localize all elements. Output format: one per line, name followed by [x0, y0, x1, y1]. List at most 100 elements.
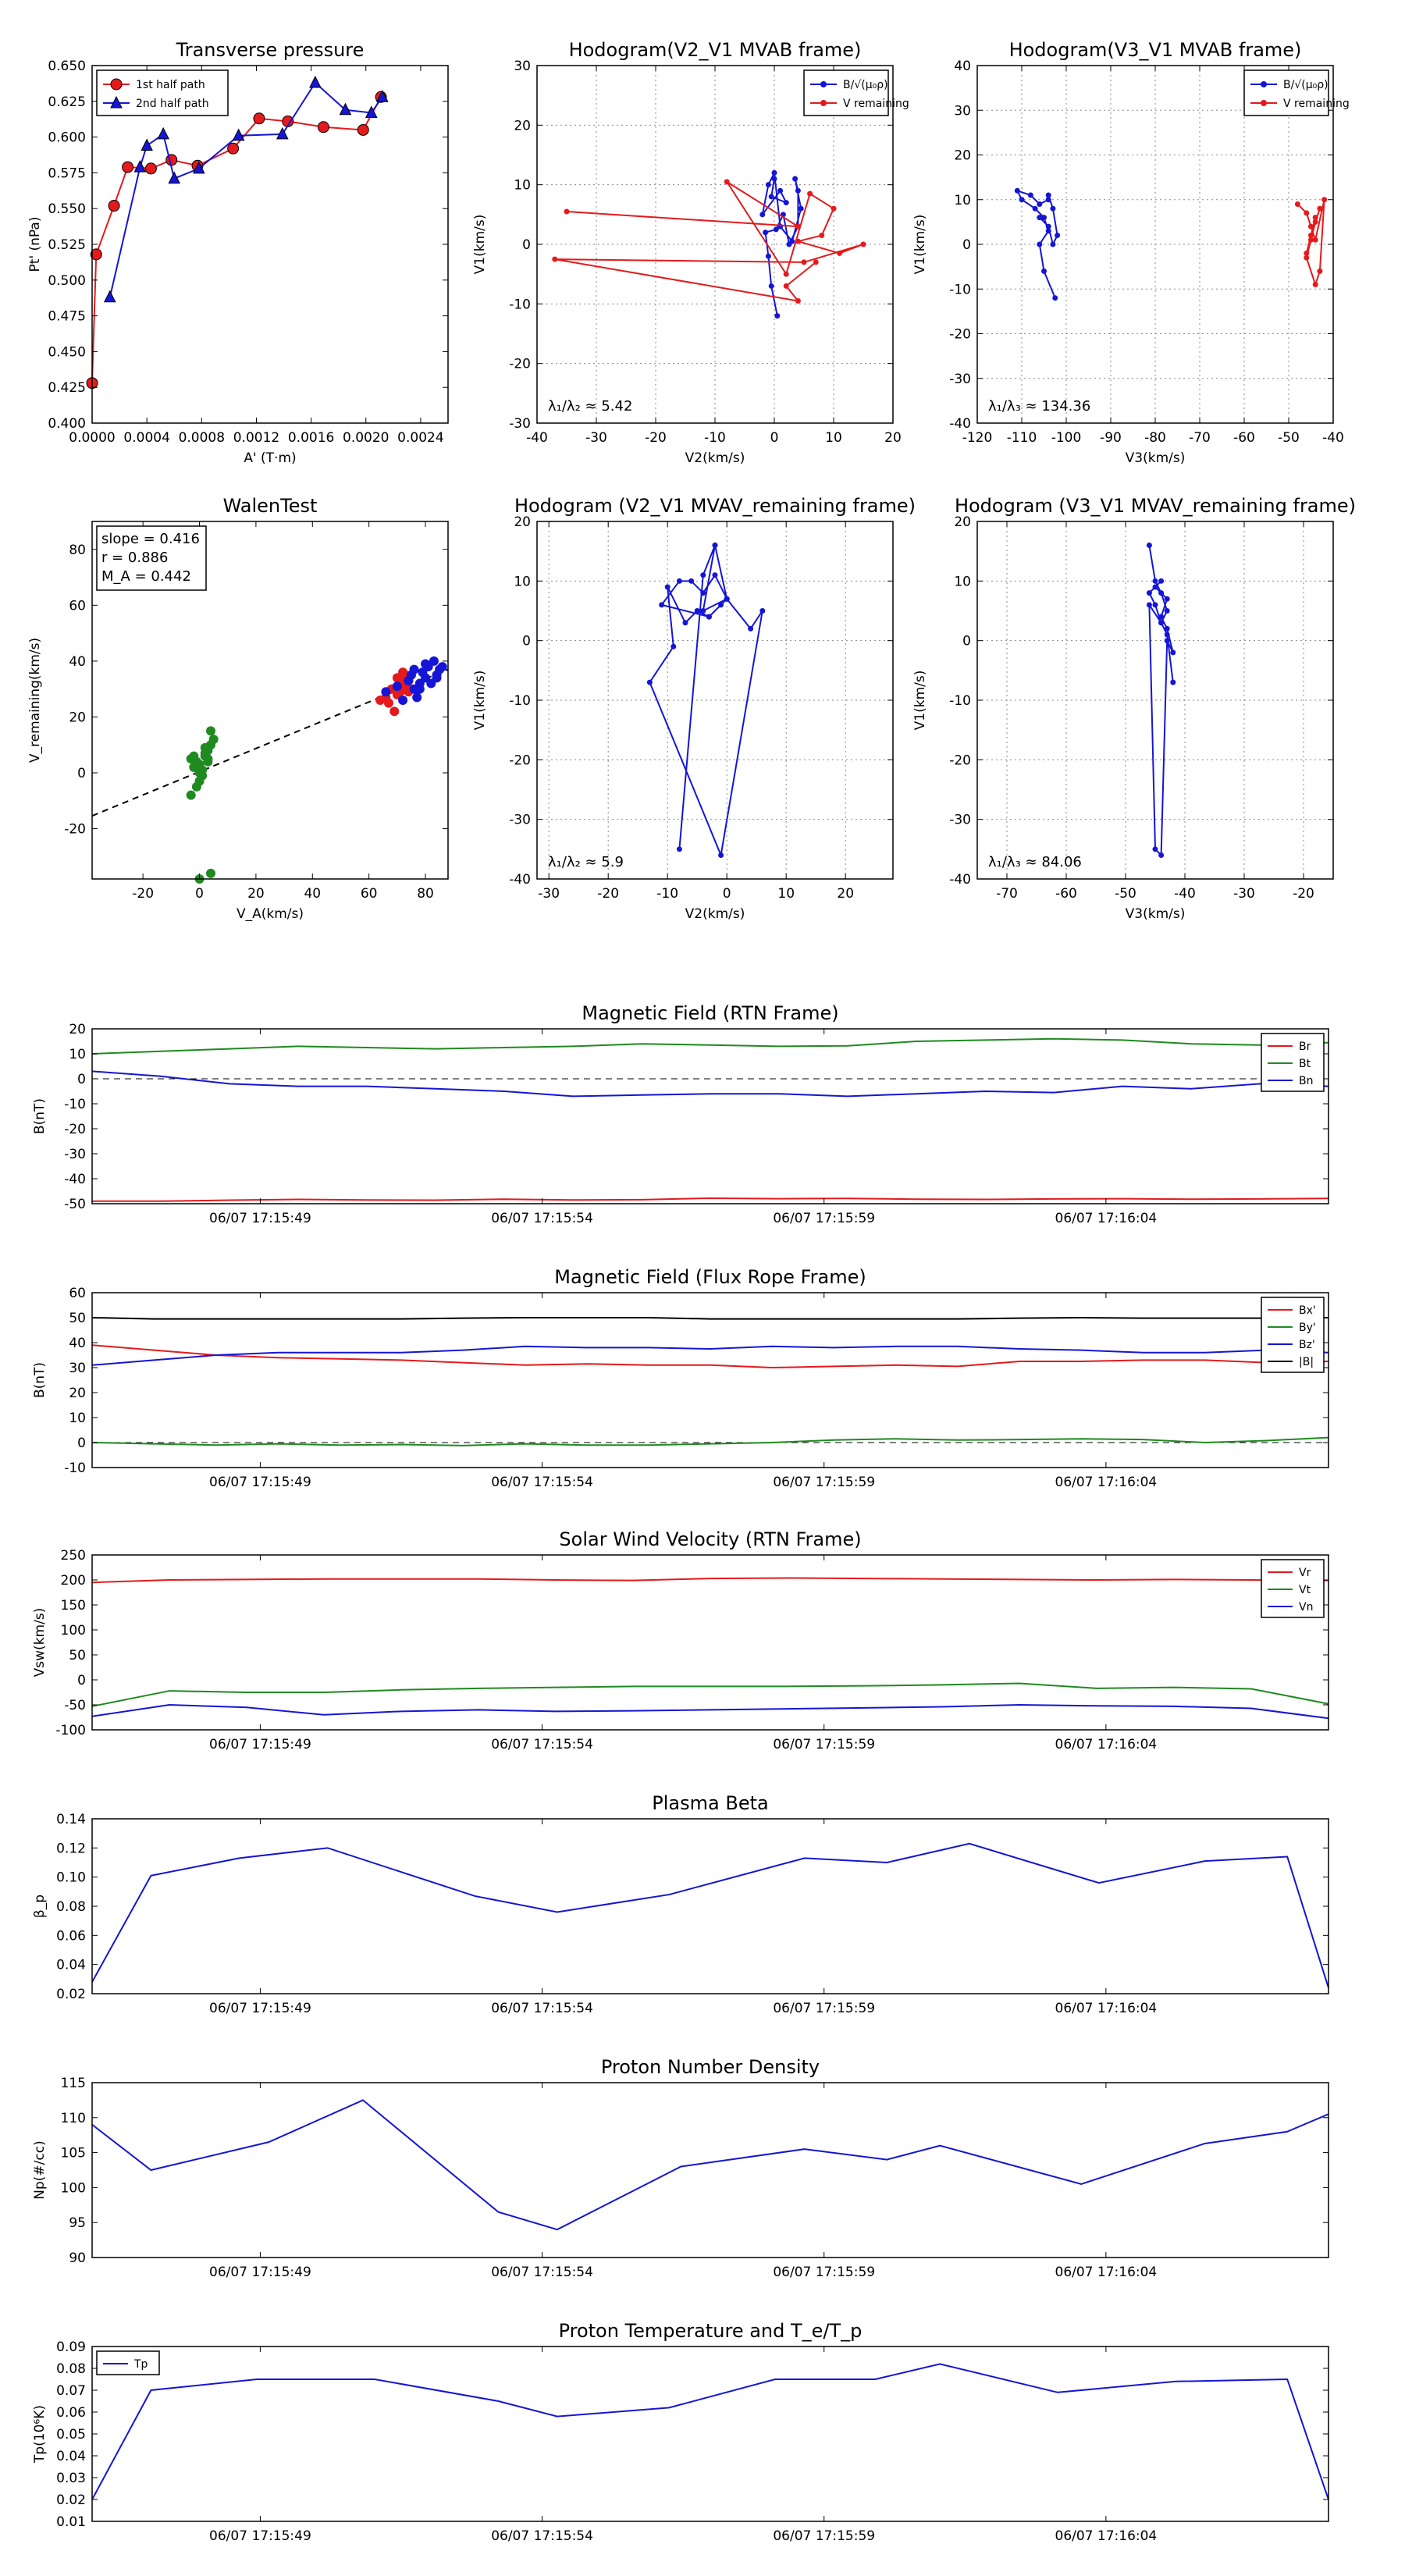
- np-xtick-label: 06/07 17:15:54: [491, 2265, 593, 2280]
- chart-np: 90 95 100 105 110 115 06/07 17:15:49 06/07 17:1…: [32, 2056, 1329, 2280]
- h3-ytick-label: 20: [514, 514, 531, 530]
- h2-legend-marker: [1261, 100, 1267, 106]
- beta-ytick-label: 0.02: [56, 1987, 86, 2002]
- h3-annotation: λ₁/λ₂ ≈ 5.9: [548, 854, 624, 870]
- tp-point: [140, 138, 153, 151]
- tp-point: [90, 248, 102, 261]
- b_fr-legend-label: Bz': [1299, 1339, 1315, 1351]
- h1-point: [860, 241, 866, 247]
- vsw-ytick-label: 50: [69, 1648, 86, 1663]
- h2-xlabel: V3(km/s): [1126, 450, 1186, 466]
- beta-title: Plasma Beta: [652, 1792, 768, 1814]
- walen-stat: M_A = 0.442: [101, 568, 191, 585]
- h1-point: [552, 256, 558, 262]
- b_fr-ytick-label: 40: [69, 1336, 86, 1351]
- beta-ytick-label: 0.06: [56, 1928, 86, 1944]
- h2-point: [1308, 233, 1314, 239]
- h4-ytick-label: -10: [949, 693, 971, 709]
- b_fr-ytick-label: 0: [77, 1436, 86, 1451]
- h4-point: [1164, 632, 1170, 638]
- h3-point: [646, 679, 653, 685]
- tp_temp-ytick-label: 0.08: [56, 2361, 86, 2377]
- walen-xlabel: V_A(km/s): [237, 906, 304, 922]
- tp-point: [144, 162, 157, 175]
- h2-point: [1019, 197, 1025, 203]
- beta-xtick-label: 06/07 17:15:54: [491, 2001, 593, 2016]
- tp-ytick-label: 0.525: [48, 237, 86, 253]
- h2-point: [1041, 215, 1047, 221]
- h2-point: [1312, 237, 1318, 243]
- b_rtn-ytick-label: -50: [64, 1197, 86, 1212]
- walen-point: [392, 681, 402, 692]
- h1-point: [774, 313, 781, 319]
- h1-xtick-label: -20: [645, 430, 667, 446]
- vsw-series-line-0: [91, 1577, 1329, 1584]
- chart-h4: -70 -60 -50 -40 -30 -20 -40 -30 -20 -10 0 10 20 V3(km…: [912, 495, 1356, 922]
- tp-ytick-label: 0.450: [48, 344, 86, 360]
- walen-point: [206, 726, 215, 736]
- b_fr-ytick-label: 20: [69, 1386, 86, 1401]
- walen-ytick-label: 40: [69, 654, 86, 670]
- h2-point: [1050, 241, 1056, 247]
- h3-point: [700, 572, 706, 578]
- h3-xtick-label: 10: [777, 886, 795, 902]
- walen-point: [389, 706, 400, 717]
- h2-point: [1312, 215, 1318, 221]
- h2-point: [1027, 192, 1033, 198]
- h4-point: [1158, 614, 1165, 620]
- h4-ytick-label: -30: [949, 813, 971, 828]
- walen-point: [398, 667, 408, 678]
- b_rtn-ytick-label: 20: [69, 1022, 86, 1037]
- vsw-legend-label: Vn: [1299, 1601, 1313, 1614]
- h2-point: [1312, 282, 1318, 288]
- walen-ylabel: V_remaining(km/s): [27, 638, 43, 763]
- h2-point: [1041, 268, 1047, 274]
- h1-ylabel: V1(km/s): [472, 215, 488, 275]
- vsw-legend-label: Vt: [1299, 1584, 1311, 1596]
- h3-xtick-label: -20: [597, 886, 619, 902]
- b_fr-title: Magnetic Field (Flux Rope Frame): [554, 1266, 866, 1288]
- b_rtn-ytick-label: -40: [64, 1172, 86, 1187]
- beta-ytick-label: 0.12: [56, 1841, 86, 1856]
- h3-ytick-label: -10: [509, 693, 531, 709]
- h2-point: [1055, 233, 1061, 239]
- beta-xtick-label: 06/07 17:16:04: [1055, 2001, 1158, 2016]
- tp-point: [309, 75, 322, 88]
- np-title: Proton Number Density: [601, 2056, 820, 2078]
- tp-point: [108, 200, 120, 212]
- chart-tp_temp: 0.01 0.02 0.03 0.04 0.05 0.06 0.07 0.08 0.09 06/0…: [32, 2320, 1329, 2544]
- tp-ytick-label: 0.625: [48, 94, 86, 110]
- tp-ytick-label: 0.550: [48, 201, 86, 217]
- h4-point: [1158, 620, 1165, 626]
- np-xtick-label: 06/07 17:15:49: [209, 2265, 311, 2280]
- h3-ytick-label: -20: [509, 753, 531, 768]
- walen-frame: [91, 521, 449, 880]
- walen-xtick-label: -20: [132, 886, 154, 902]
- tp-ytick-label: 0.400: [48, 416, 86, 432]
- tp-xtick-label: 0.0012: [233, 430, 279, 446]
- b_rtn-title: Magnetic Field (RTN Frame): [582, 1002, 838, 1024]
- tp-xtick-label: 0.0004: [123, 430, 169, 446]
- b_rtn-ylabel: B(nT): [32, 1098, 48, 1134]
- tp-legend-label: 2nd half path: [136, 98, 209, 110]
- np-ytick-label: 115: [61, 2076, 86, 2091]
- h2-point: [1037, 201, 1043, 207]
- h2-point: [1050, 205, 1056, 212]
- tp-point: [276, 126, 289, 140]
- np-ytick-label: 100: [61, 2180, 86, 2196]
- h3-ytick-label: -40: [509, 872, 531, 888]
- walen-xtick-label: 0: [195, 886, 204, 902]
- h1-ytick-label: -10: [509, 297, 531, 312]
- tp_temp-title: Proton Temperature and T_e/T_p: [559, 2320, 863, 2342]
- walen-point: [194, 768, 205, 778]
- h1-point: [837, 250, 843, 256]
- beta-ytick-label: 0.14: [56, 1812, 86, 1827]
- h3-point: [700, 590, 706, 596]
- vsw-frame: [91, 1554, 1329, 1731]
- b_fr-legend-label: |B|: [1299, 1356, 1314, 1368]
- walen-xtick-label: 80: [417, 886, 434, 902]
- vsw-legend-label: Vr: [1299, 1567, 1311, 1579]
- b_fr-ytick-label: 60: [69, 1286, 86, 1301]
- h2-point: [1321, 197, 1328, 203]
